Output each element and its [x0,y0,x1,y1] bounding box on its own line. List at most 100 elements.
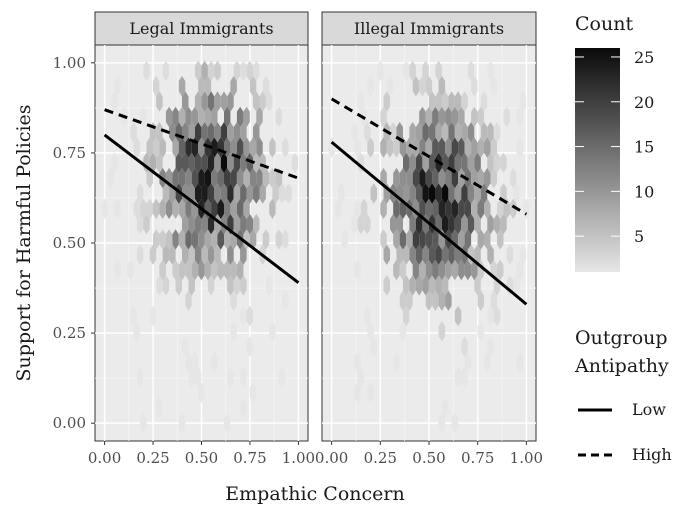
hexbin-cell [425,167,433,189]
hexbin-cell [224,413,231,434]
hexbin-cell [153,198,160,219]
hexbin-cell [458,137,465,158]
hexbin-cell [204,76,212,97]
hexbin-cell [464,259,472,281]
hexbin-cell [159,229,166,250]
hexbin-cell [422,122,429,143]
hexbin-cell [454,152,462,173]
hexbin-cell [412,229,420,250]
hexbin-cell [275,106,283,128]
hexbin-cell [441,183,449,204]
hexbin-cell [217,198,224,219]
hexbin-cell [285,183,292,204]
hexbin-cell [188,213,195,235]
hexbin-cell [503,106,510,128]
hexbin-cell [201,152,208,173]
y-tick-label: 1.00 [53,54,86,72]
hexbin-cell [220,183,228,204]
hexbin-cell [156,122,163,143]
hexbin-cell [445,167,452,189]
x-tick-label: 0.00 [315,449,348,467]
hexbin-cell [441,122,449,143]
hexbin-cell [201,213,208,235]
hexbin-cell [227,152,234,173]
hexbin-cell [399,321,407,342]
hexbin-cell [441,91,449,112]
hexbin-cell [111,91,118,112]
hexbin-cell [445,198,452,219]
hexbin-cell [159,259,166,281]
hexbin-cell [159,198,166,219]
hexbin-cell [364,122,371,143]
colorbar-tick-label: 5 [634,227,644,246]
hexbin-cell [419,167,426,189]
hexbin-cell [516,137,523,158]
hexbin-cell [153,137,160,158]
hexbin-cell [493,305,501,327]
hexbin-cell [182,244,189,265]
hexbin-cell [467,122,475,143]
hexbin-cell [194,183,202,204]
hexbin-cell [198,137,205,158]
hexbin-cell [490,76,497,97]
hexbin-cell [217,259,224,281]
hexbin-cell [236,106,244,128]
hexbin-cell [246,183,253,204]
hexbin-cell [240,60,247,82]
facet-title: Legal Immigrants [129,19,273,38]
hexbin-cell [246,213,253,235]
hexbin-cell [207,275,215,296]
hexbin-cell [182,336,189,357]
hexbin-cell [438,76,446,97]
hexbin-cell [249,167,257,189]
hexbin-cell [220,152,228,173]
hexbin-cell [428,183,436,204]
hexbin-cell [233,122,241,143]
hexbin-cell [406,290,413,311]
hexbin-cell [425,137,433,158]
hexbin-cell [282,229,289,250]
hexbin-cell [474,152,481,173]
hexbin-cell [143,60,150,82]
hexbin-cell [146,137,153,158]
hexbin-cell [393,137,400,158]
hexbin-cell [428,275,436,296]
hexbin-cell [477,321,484,342]
hexbin-cell [178,167,186,189]
hexbin-cell [259,91,266,112]
hexbin-cell [451,106,459,128]
hexbin-cell [419,229,426,250]
x-tick-label: 1.00 [510,449,543,467]
hexbin-cell [214,122,221,143]
legend-label-high: High [632,445,672,464]
hexbin-cell [162,183,170,204]
hexbin-cell [240,152,247,173]
hexbin-cell [227,275,234,296]
hexbin-cell [156,275,163,296]
hexbin-cell [380,198,387,219]
hexbin-cell [484,167,491,189]
hexbin-cell [386,76,394,97]
hexbin-cell [156,152,163,173]
hexbin-cell [194,122,202,143]
hexbin-cell [188,244,195,265]
hexbin-cell [272,183,279,204]
hexbin-cell [240,122,247,143]
hexbin-cell [438,290,446,311]
hexbin-cell [399,137,407,158]
hexbin-cell [262,167,270,189]
hexbin-cell [390,122,397,143]
hexbin-cell [178,137,186,158]
hexbin-cell [464,198,472,219]
hexbin-cell [464,229,472,250]
hexbin-cell [207,152,215,173]
hexbin-cell [275,229,283,250]
facet-strip [321,11,537,46]
hexbin-cell [474,213,481,235]
hexbin-cell [240,183,247,204]
hexbin-cell [207,91,215,112]
hexbin-cell [445,290,452,311]
hexbin-cell [435,275,442,296]
hexbin-cell [211,137,218,158]
hexbin-cell [227,122,234,143]
